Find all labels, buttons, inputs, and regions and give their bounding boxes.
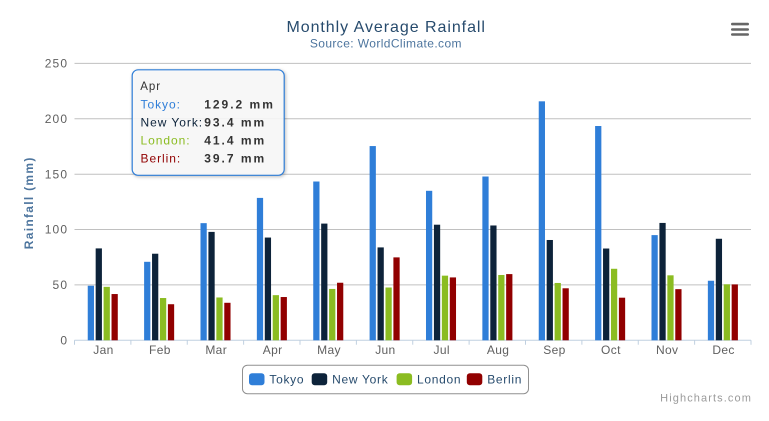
svg-text:Highcharts.com: Highcharts.com <box>660 393 752 405</box>
svg-text:Jun: Jun <box>375 343 395 357</box>
svg-text:Dec: Dec <box>712 343 734 357</box>
svg-text:London: London <box>417 373 461 387</box>
svg-text:Monthly Average Rainfall: Monthly Average Rainfall <box>286 19 486 36</box>
svg-text:0: 0 <box>60 333 68 347</box>
svg-text:Jan: Jan <box>93 343 113 357</box>
svg-text:Berlin: Berlin <box>487 373 522 387</box>
svg-text:Aug: Aug <box>487 343 509 357</box>
svg-text:Tokyo: Tokyo <box>269 373 304 387</box>
svg-text:Feb: Feb <box>149 343 171 357</box>
svg-text:London:: London: <box>141 134 191 148</box>
svg-text:Rainfall (mm): Rainfall (mm) <box>22 156 36 249</box>
svg-text:150: 150 <box>45 167 68 181</box>
svg-text:Sep: Sep <box>543 343 565 357</box>
svg-text:May: May <box>317 343 341 357</box>
svg-text:Apr: Apr <box>263 343 283 357</box>
svg-text:41.4 mm: 41.4 mm <box>204 134 266 148</box>
svg-text:Nov: Nov <box>656 343 678 357</box>
svg-text:New York: New York <box>332 373 389 387</box>
svg-text:50: 50 <box>53 278 69 292</box>
svg-text:Tokyo:: Tokyo: <box>141 98 181 112</box>
svg-text:Mar: Mar <box>205 343 227 357</box>
svg-text:100: 100 <box>45 223 68 237</box>
svg-text:Source: WorldClimate.com: Source: WorldClimate.com <box>310 36 462 50</box>
svg-text:Jul: Jul <box>434 343 450 357</box>
svg-text:Apr: Apr <box>140 81 161 93</box>
svg-text:93.4 mm: 93.4 mm <box>204 116 266 130</box>
svg-text:250: 250 <box>45 57 68 71</box>
svg-text:Oct: Oct <box>601 343 621 357</box>
svg-text:New York:: New York: <box>141 116 204 130</box>
svg-text:39.7 mm: 39.7 mm <box>204 152 266 166</box>
svg-text:Berlin:: Berlin: <box>141 152 182 166</box>
svg-text:129.2 mm: 129.2 mm <box>204 98 275 112</box>
svg-text:200: 200 <box>45 112 68 126</box>
